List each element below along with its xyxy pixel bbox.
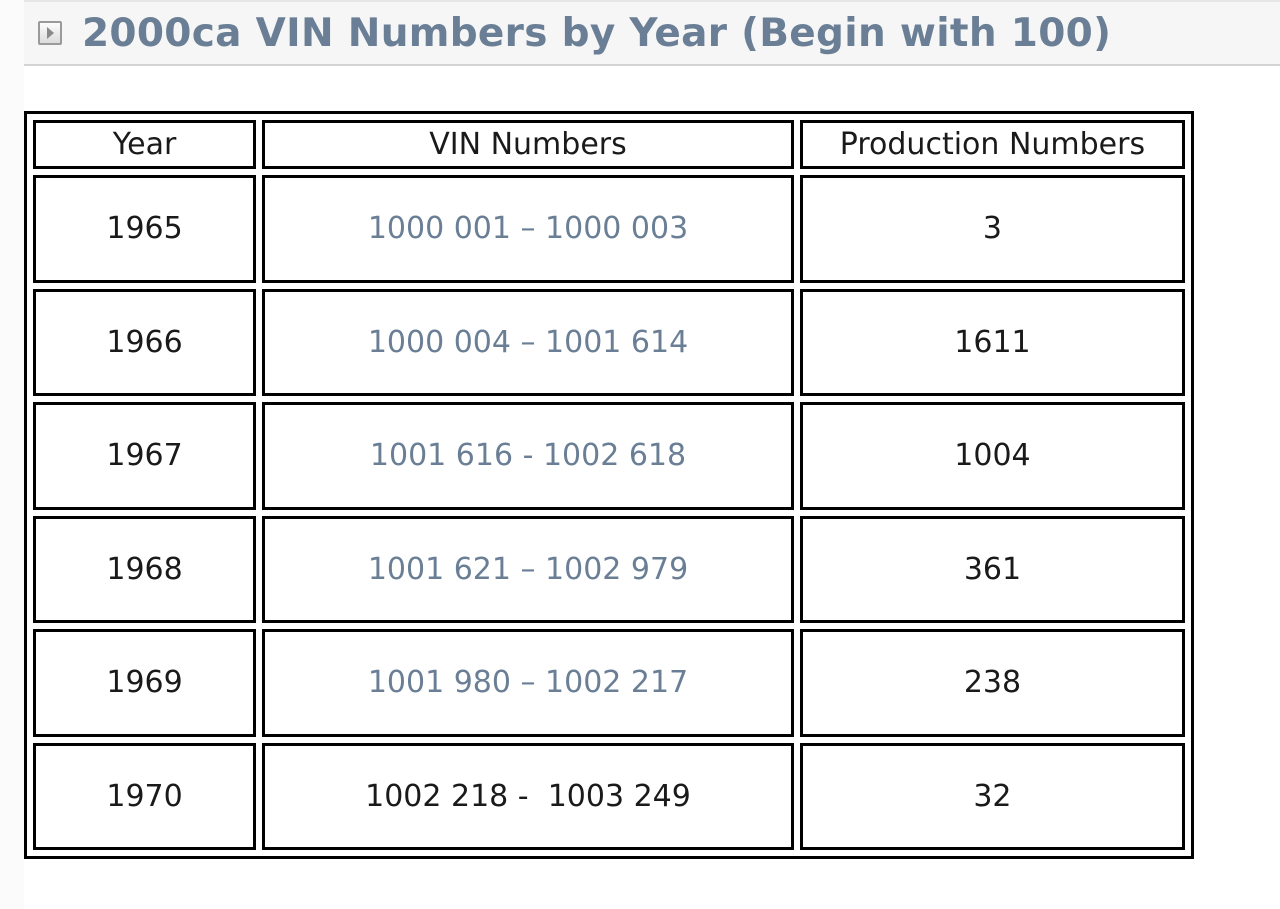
- table-header-row: Year VIN Numbers Production Numbers: [33, 120, 1185, 169]
- vin-range-link[interactable]: 1001 616 - 1002 618: [369, 438, 687, 474]
- year-cell: 1968: [33, 515, 257, 623]
- column-header-vin: VIN Numbers: [262, 120, 794, 169]
- year-cell: 1970: [33, 742, 257, 850]
- table-row: 1965 1000 001 – 1000 003 3: [33, 175, 1185, 283]
- table-row: 1968 1001 621 – 1002 979 361: [33, 515, 1185, 623]
- production-cell: 361: [799, 515, 1185, 623]
- production-cell: 3: [799, 175, 1185, 283]
- vin-cell: 1001 616 - 1002 618: [262, 402, 794, 510]
- vin-range-link[interactable]: 1000 001 – 1000 003: [367, 211, 689, 247]
- table-row: 1969 1001 980 – 1002 217 238: [33, 629, 1185, 737]
- year-cell: 1965: [33, 175, 257, 283]
- year-cell: 1966: [33, 288, 257, 396]
- table-row: 1970 1002 218 - 1003 249 32: [33, 742, 1185, 850]
- vin-range-link[interactable]: 1001 980 – 1002 217: [367, 665, 689, 701]
- vin-cell: 1000 004 – 1001 614: [262, 288, 794, 396]
- vin-cell: 1000 001 – 1000 003: [262, 175, 794, 283]
- vin-range-text: 1002 218 - 1003 249: [365, 778, 691, 814]
- expand-toggle-icon[interactable]: [38, 21, 62, 45]
- column-header-year: Year: [33, 120, 257, 169]
- section-header-bar[interactable]: [24, 0, 1280, 66]
- table-row: 1967 1001 616 - 1002 618 1004: [33, 402, 1185, 510]
- year-cell: 1969: [33, 629, 257, 737]
- table-row: 1966 1000 004 – 1001 614 1611: [33, 288, 1185, 396]
- year-cell: 1967: [33, 402, 257, 510]
- vin-cell: 1002 218 - 1003 249: [262, 742, 794, 850]
- production-cell: 1004: [799, 402, 1185, 510]
- vin-range-link[interactable]: 1001 621 – 1002 979: [367, 551, 689, 587]
- production-cell: 32: [799, 742, 1185, 850]
- production-cell: 238: [799, 629, 1185, 737]
- vin-cell: 1001 621 – 1002 979: [262, 515, 794, 623]
- vin-range-link[interactable]: 1000 004 – 1001 614: [367, 324, 689, 360]
- column-header-production: Production Numbers: [799, 120, 1185, 169]
- section-title[interactable]: 2000ca VIN Numbers by Year (Begin with 1…: [82, 11, 1112, 56]
- production-cell: 1611: [799, 288, 1185, 396]
- top-divider: [24, 0, 1280, 2]
- vin-table: Year VIN Numbers Production Numbers 1965…: [24, 111, 1194, 859]
- vin-cell: 1001 980 – 1002 217: [262, 629, 794, 737]
